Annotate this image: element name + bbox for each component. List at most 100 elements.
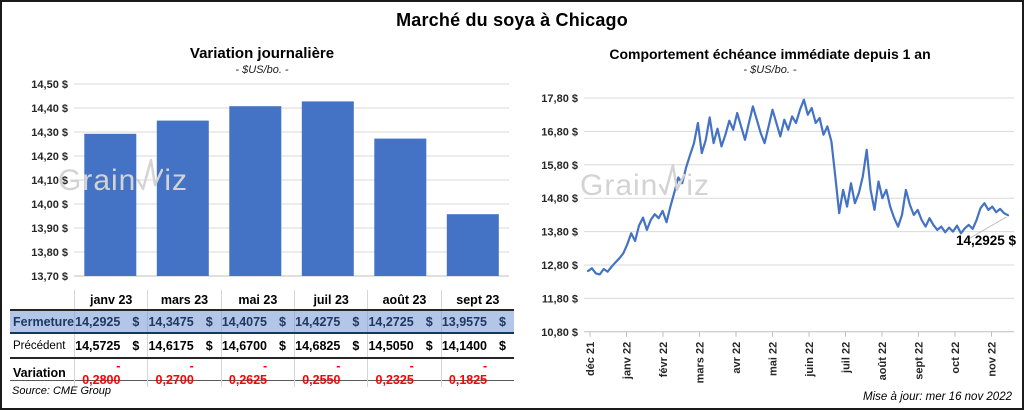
y-axis-label: 13,90 $ — [31, 223, 68, 235]
bar-chart-area: 14,50 $ 14,40 $ 14,30 $ 14,20 $ 14,10 $ 14,00… — [10, 78, 514, 290]
x-axis-label: févr 22 — [658, 342, 670, 377]
cell-value: 14,4275 — [295, 314, 341, 329]
quote-table: janv 23 mars 23 mai 23 juil 23 août 23 sept 2… — [10, 290, 514, 387]
cell-value: 14,6825 — [295, 338, 341, 353]
table-cell: 14,6175 $ — [147, 334, 220, 357]
y-axis-label: 15,80 $ — [541, 160, 578, 172]
y-axis-label: 14,80 $ — [541, 193, 578, 205]
bar-mars 23 — [156, 120, 209, 276]
table-column-header: sept 23 — [440, 290, 514, 309]
cell-value: 14,2925 — [75, 314, 121, 329]
y-axis-label: 12,80 $ — [541, 260, 578, 272]
bar-sept 23 — [446, 214, 499, 276]
line-chart: 17,80 $ 16,80 $ 15,80 $ 14,80 $ 13,80 $ 12,80… — [541, 93, 1017, 384]
update-note: Mise à jour: mer 16 nov 2022 — [863, 391, 1012, 403]
cell-value: - 0,2325 — [375, 359, 414, 387]
cell-currency: $ — [279, 314, 286, 329]
y-axis-label: 14,10 $ — [31, 175, 68, 187]
annotation-leader-line — [964, 216, 1007, 242]
cell-currency: $ — [132, 314, 140, 329]
table-cell: - 0,1825 — [440, 359, 514, 387]
x-axis-label: juin 22 — [804, 342, 816, 378]
price-line-series — [586, 98, 1010, 276]
table-column-header: mars 23 — [147, 290, 220, 309]
table-cell: 14,3475 $ — [147, 311, 220, 332]
cell-currency: $ — [499, 338, 506, 353]
table-cell: - 0,2550 — [294, 359, 367, 387]
bar-août 23 — [374, 138, 427, 276]
x-axis-label: mars 22 — [695, 342, 707, 384]
y-axis-label: 14,30 $ — [31, 127, 68, 139]
line-chart-area: 17,80 $ 16,80 $ 15,80 $ 14,80 $ 13,80 $ 12,80… — [522, 81, 1018, 393]
x-axis-label: sept 22 — [914, 342, 926, 380]
cell-value: - 0,2800 — [82, 359, 121, 387]
table-column-header: janv 23 — [74, 290, 147, 309]
cell-currency: $ — [205, 338, 213, 353]
table-row-variation: Variation - 0,2800 - 0,2700 - 0,2625 - 0,255… — [10, 359, 514, 387]
table-cell: - 0,2625 — [220, 359, 294, 387]
y-axis-label: 14,00 $ — [31, 199, 68, 211]
cell-currency: $ — [499, 314, 506, 329]
table-corner-cell — [10, 290, 74, 309]
table-cell: 13,9575 $ — [440, 311, 514, 332]
y-axis-label: 10,80 $ — [541, 327, 578, 339]
table-cell: 14,5725 $ — [74, 334, 147, 357]
cell-value: 14,4075 — [221, 314, 267, 329]
y-axis-label: 16,80 $ — [541, 126, 578, 138]
last-price-annotation: 14,2925 $ — [956, 233, 1017, 248]
table-cell: 14,4075 $ — [220, 311, 294, 332]
y-axis-label: 17,80 $ — [541, 93, 578, 105]
table-header-row: janv 23 mars 23 mai 23 juil 23 août 23 sept 2… — [10, 290, 514, 311]
table-cell: - 0,2325 — [367, 359, 440, 387]
table-cell: 14,2925 $ — [74, 311, 147, 332]
cell-currency: $ — [352, 338, 360, 353]
cell-currency: $ — [352, 314, 360, 329]
x-axis-label: juil 22 — [841, 342, 853, 374]
cell-value: 14,2725 — [368, 314, 414, 329]
table-column-header: août 23 — [367, 290, 440, 309]
table-cell: - 0,2700 — [147, 359, 220, 387]
cell-value: 14,6175 — [148, 338, 194, 353]
bar-mai 23 — [229, 106, 282, 276]
cell-currency: $ — [205, 314, 213, 329]
table-row-fermeture: Fermeture 14,2925 $14,3475 $14,4075 $14,4275… — [10, 311, 514, 334]
bar-chart: 14,50 $ 14,40 $ 14,30 $ 14,20 $ 14,10 $ 14,00… — [31, 79, 509, 283]
x-axis-label: mai 22 — [768, 342, 780, 376]
cell-currency: $ — [425, 338, 433, 353]
y-axis-label: 14,20 $ — [31, 151, 68, 163]
source-note: Source: CME Group — [12, 384, 112, 397]
x-axis-label: oct 22 — [950, 342, 962, 374]
bar-chart-units: - $US/bo. - — [235, 64, 289, 76]
table-row-label: Fermeture — [13, 314, 75, 329]
x-axis-label: déc 21 — [585, 342, 597, 376]
line-chart-title: Comportement échéance immédiate depuis 1… — [609, 46, 931, 62]
cell-value: - 0,2700 — [155, 359, 194, 387]
cell-value: - 0,2625 — [228, 359, 268, 387]
y-axis-label: 11,80 $ — [542, 293, 578, 305]
cell-value: 14,6700 — [221, 338, 267, 353]
page-title: Marché du soya à Chicago — [396, 10, 628, 30]
x-axis-label: janv 22 — [622, 342, 634, 380]
cell-value: - 0,2550 — [302, 359, 341, 387]
cell-value: 13,9575 — [441, 314, 487, 329]
y-axis-label: 13,80 $ — [541, 227, 578, 239]
y-axis-label: 13,70 $ — [31, 271, 68, 283]
cell-value: 14,5725 — [75, 338, 121, 353]
cell-value: - 0,1825 — [448, 359, 488, 387]
bar-juil 23 — [301, 101, 354, 277]
table-cell: 14,2725 $ — [367, 311, 440, 332]
cell-currency: $ — [425, 314, 433, 329]
x-axis-label: août 22 — [877, 342, 889, 381]
table-cell: 14,4275 $ — [294, 311, 367, 332]
cell-currency: $ — [279, 338, 286, 353]
cell-value: 14,5050 — [368, 338, 414, 353]
bar-chart-title: Variation journalière — [189, 45, 335, 62]
front-month-panel: Comportement échéance immédiate depuis 1… — [522, 32, 1018, 393]
table-row-precedent: Précédent 14,5725 $14,6175 $14,6700 $14,6825… — [10, 334, 514, 359]
bar-janv 23 — [84, 133, 137, 276]
cell-currency: $ — [132, 338, 140, 353]
table-row-label: Précédent — [13, 339, 66, 352]
x-axis-label: avr 22 — [731, 342, 743, 374]
cell-value: 14,1400 — [441, 338, 487, 353]
